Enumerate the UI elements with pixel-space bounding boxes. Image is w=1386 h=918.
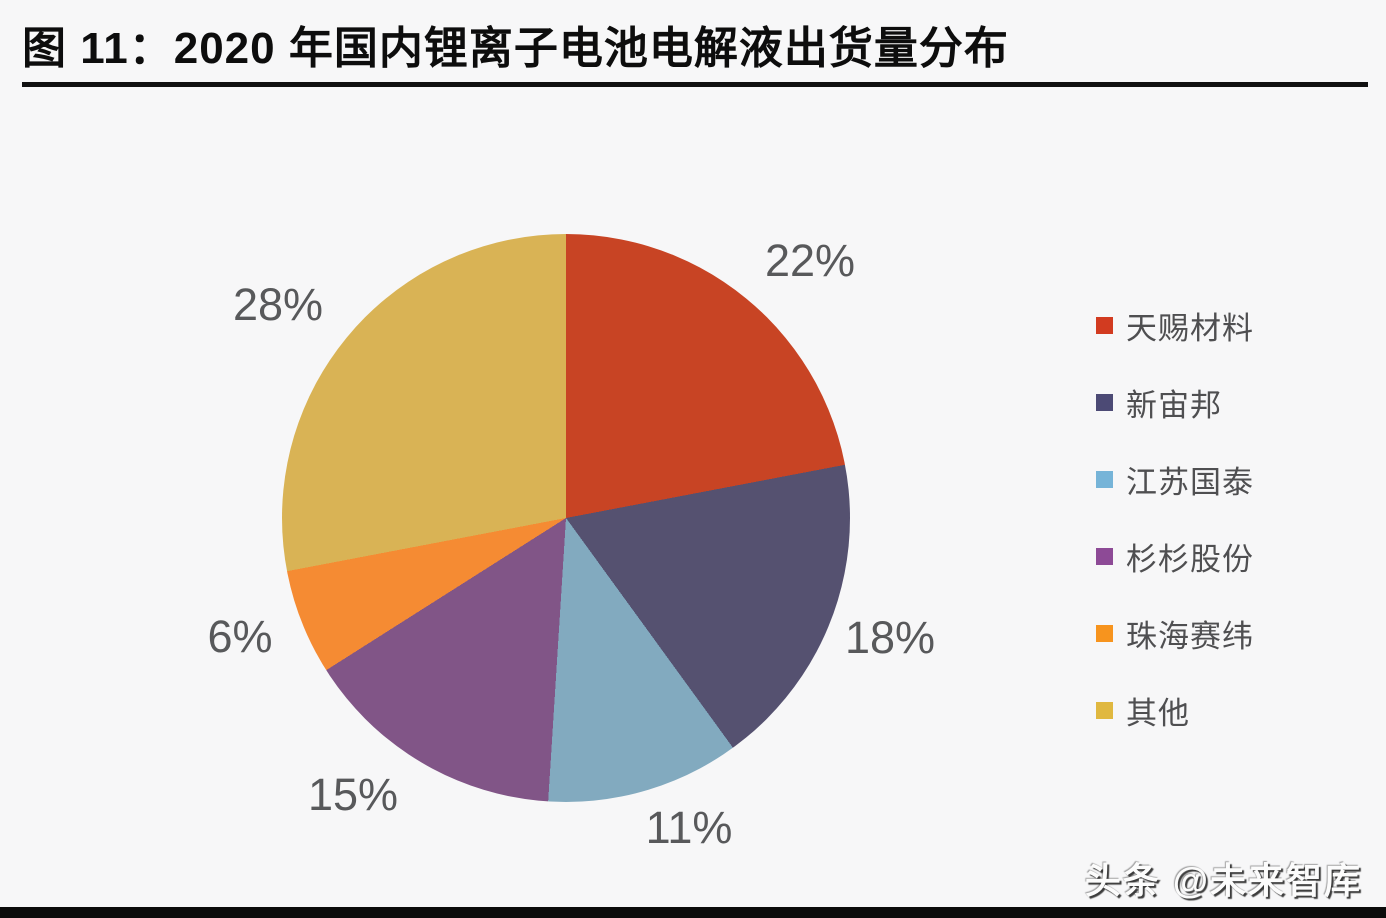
bottom-black-bar <box>0 907 1386 918</box>
figure-title: 图 11：2020 年国内锂离子电池电解液出货量分布 <box>22 24 1009 73</box>
legend-label: 新宙邦 <box>1126 388 1222 423</box>
legend: 天赐材料 新宙邦 江苏国泰 杉杉股份 珠海赛纬 其他 <box>1096 287 1254 749</box>
legend-item-tianci: 天赐材料 <box>1096 287 1254 364</box>
legend-label: 江苏国泰 <box>1126 465 1254 500</box>
pie-graphic <box>282 234 850 802</box>
legend-item-zhuhaisaiwei: 珠海赛纬 <box>1096 595 1254 672</box>
legend-swatch-lightblue <box>1096 471 1113 488</box>
legend-swatch-gold <box>1096 702 1113 719</box>
slice-label-jiangsuguotai: 11% <box>645 802 733 853</box>
legend-label: 杉杉股份 <box>1126 542 1254 577</box>
legend-swatch-purple <box>1096 548 1113 565</box>
legend-swatch-red <box>1096 317 1113 334</box>
legend-label: 天赐材料 <box>1126 311 1254 346</box>
legend-item-shanshan: 杉杉股份 <box>1096 518 1254 595</box>
legend-swatch-orange <box>1096 625 1113 642</box>
watermark-toutiao-weilaizhiku: 头条 @未来智库 <box>1084 860 1362 901</box>
legend-item-xinzhoubang: 新宙邦 <box>1096 364 1254 441</box>
slice-label-shanshan: 15% <box>307 769 399 820</box>
slice-label-zhuhaisaiwei: 6% <box>207 611 273 662</box>
slice-label-xinzhoubang: 18% <box>844 612 936 663</box>
legend-label: 其他 <box>1126 696 1190 731</box>
slice-label-tianci: 22% <box>764 235 856 286</box>
title-underline <box>22 82 1368 87</box>
slice-label-qita: 28% <box>232 279 324 330</box>
legend-swatch-navy <box>1096 394 1113 411</box>
legend-item-jiangsuguotai: 江苏国泰 <box>1096 441 1254 518</box>
legend-item-qita: 其他 <box>1096 672 1254 749</box>
pie-chart <box>282 234 850 802</box>
legend-label: 珠海赛纬 <box>1126 619 1254 654</box>
